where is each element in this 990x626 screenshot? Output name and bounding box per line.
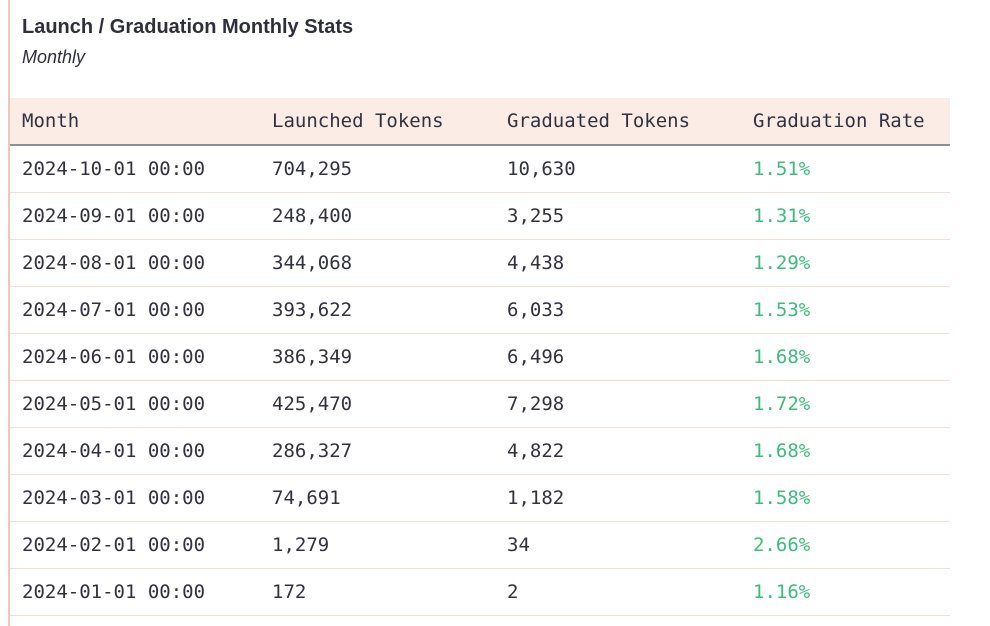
column-header-month: Month xyxy=(22,110,80,132)
cell-graduation-rate: 1.29% xyxy=(753,252,811,274)
page-subtitle: Monthly xyxy=(22,47,86,67)
page-title: Launch / Graduation Monthly Stats xyxy=(22,16,354,38)
table-row: 2024-10-01 00:00 704,295 10,630 1.51% xyxy=(10,146,950,193)
cell-graduated: 10,630 xyxy=(507,158,576,180)
cell-month: 2024-10-01 00:00 xyxy=(22,158,206,180)
stats-widget: Launch / Graduation Monthly Stats Monthl… xyxy=(10,0,950,616)
table-header-row: Month Launched Tokens Graduated Tokens G… xyxy=(10,98,950,146)
cell-graduated: 4,438 xyxy=(507,252,565,274)
cell-graduated: 34 xyxy=(507,534,530,556)
cell-graduated: 1,182 xyxy=(507,487,565,509)
table-row: 2024-04-01 00:00 286,327 4,822 1.68% xyxy=(10,428,950,475)
cell-month: 2024-09-01 00:00 xyxy=(22,205,206,227)
cell-graduated: 4,822 xyxy=(507,440,565,462)
table-body: 2024-10-01 00:00 704,295 10,630 1.51% 20… xyxy=(10,146,950,616)
cell-graduation-rate: 1.68% xyxy=(753,346,811,368)
cell-launched: 172 xyxy=(272,581,307,603)
cell-graduation-rate: 1.53% xyxy=(753,299,811,321)
column-header-graduated: Graduated Tokens xyxy=(507,110,691,132)
cell-launched: 286,327 xyxy=(272,440,353,462)
cell-month: 2024-06-01 00:00 xyxy=(22,346,206,368)
cell-month: 2024-01-01 00:00 xyxy=(22,581,206,603)
table-row: 2024-08-01 00:00 344,068 4,438 1.29% xyxy=(10,240,950,287)
table-row: 2024-03-01 00:00 74,691 1,182 1.58% xyxy=(10,475,950,522)
cell-month: 2024-07-01 00:00 xyxy=(22,299,206,321)
table-row: 2024-01-01 00:00 172 2 1.16% xyxy=(10,569,950,616)
widget-header: Launch / Graduation Monthly Stats Monthl… xyxy=(10,0,950,70)
cell-month: 2024-08-01 00:00 xyxy=(22,252,206,274)
left-accent-line xyxy=(8,0,10,626)
table-row: 2024-09-01 00:00 248,400 3,255 1.31% xyxy=(10,193,950,240)
cell-graduation-rate: 1.16% xyxy=(753,581,811,603)
cell-graduated: 3,255 xyxy=(507,205,565,227)
cell-month: 2024-04-01 00:00 xyxy=(22,440,206,462)
cell-graduation-rate: 1.72% xyxy=(753,393,811,415)
column-header-launched: Launched Tokens xyxy=(272,110,444,132)
table-row: 2024-06-01 00:00 386,349 6,496 1.68% xyxy=(10,334,950,381)
stats-table: Month Launched Tokens Graduated Tokens G… xyxy=(10,98,950,616)
cell-month: 2024-02-01 00:00 xyxy=(22,534,206,556)
column-header-rate: Graduation Rate xyxy=(753,110,925,132)
cell-launched: 248,400 xyxy=(272,205,353,227)
cell-month: 2024-03-01 00:00 xyxy=(22,487,206,509)
table-row: 2024-02-01 00:00 1,279 34 2.66% xyxy=(10,522,950,569)
table-row: 2024-07-01 00:00 393,622 6,033 1.53% xyxy=(10,287,950,334)
cell-graduated: 7,298 xyxy=(507,393,565,415)
cell-launched: 74,691 xyxy=(272,487,341,509)
cell-graduated: 6,033 xyxy=(507,299,565,321)
cell-launched: 393,622 xyxy=(272,299,353,321)
cell-graduation-rate: 1.31% xyxy=(753,205,811,227)
table-row: 2024-05-01 00:00 425,470 7,298 1.72% xyxy=(10,381,950,428)
cell-month: 2024-05-01 00:00 xyxy=(22,393,206,415)
cell-graduation-rate: 1.58% xyxy=(753,487,811,509)
cell-launched: 344,068 xyxy=(272,252,353,274)
cell-launched: 425,470 xyxy=(272,393,353,415)
cell-graduation-rate: 1.51% xyxy=(753,158,811,180)
cell-graduation-rate: 2.66% xyxy=(753,534,811,556)
cell-graduated: 6,496 xyxy=(507,346,565,368)
cell-graduated: 2 xyxy=(507,581,519,603)
cell-launched: 386,349 xyxy=(272,346,353,368)
cell-launched: 1,279 xyxy=(272,534,330,556)
cell-launched: 704,295 xyxy=(272,158,353,180)
cell-graduation-rate: 1.68% xyxy=(753,440,811,462)
